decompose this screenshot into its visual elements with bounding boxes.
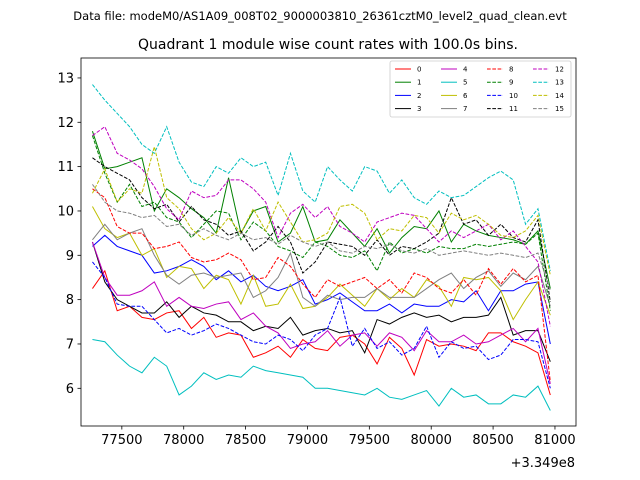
x-tick-label: 78500 bbox=[225, 433, 266, 448]
legend-label-7: 7 bbox=[463, 105, 467, 113]
y-tick-label: 8 bbox=[66, 293, 74, 308]
legend-label-1: 1 bbox=[417, 79, 421, 87]
legend-label-13: 13 bbox=[555, 79, 564, 87]
legend-label-4: 4 bbox=[463, 66, 468, 74]
legend-label-5: 5 bbox=[463, 79, 467, 87]
series-line-15 bbox=[92, 184, 551, 291]
legend-label-12: 12 bbox=[555, 66, 564, 74]
y-tick-label: 9 bbox=[66, 249, 74, 264]
legend-label-15: 15 bbox=[555, 105, 564, 113]
series-line-10 bbox=[92, 261, 551, 389]
x-tick-label: 80000 bbox=[411, 433, 452, 448]
legend-label-0: 0 bbox=[417, 66, 421, 74]
legend-label-14: 14 bbox=[555, 92, 564, 100]
y-tick-label: 7 bbox=[66, 337, 74, 352]
legend-label-8: 8 bbox=[509, 66, 513, 74]
series-line-7 bbox=[92, 223, 551, 307]
series-line-4 bbox=[91, 241, 551, 384]
x-tick-label: 79000 bbox=[287, 433, 328, 448]
legend-label-10: 10 bbox=[509, 92, 518, 100]
chart-title: Quadrant 1 module wise count rates with … bbox=[138, 37, 518, 53]
legend-box bbox=[389, 60, 572, 118]
y-tick-label: 6 bbox=[66, 382, 74, 397]
legend-label-11: 11 bbox=[509, 105, 518, 113]
series-line-1 bbox=[91, 131, 551, 289]
series-line-8 bbox=[92, 188, 551, 382]
legend-label-9: 9 bbox=[509, 79, 513, 87]
series-line-0 bbox=[92, 269, 551, 396]
x-axis-offset-label: +3.349e8 bbox=[511, 456, 575, 471]
chart-suptitle: Data file: modeM0/AS1A09_008T02_90000038… bbox=[73, 9, 567, 23]
y-tick-label: 10 bbox=[57, 204, 74, 219]
axes-frame bbox=[80, 57, 577, 427]
x-tick-label: 77500 bbox=[101, 433, 142, 448]
y-tick-label: 11 bbox=[57, 160, 74, 175]
series-line-14 bbox=[92, 146, 551, 276]
series-line-11 bbox=[92, 157, 551, 302]
series-line-13 bbox=[92, 84, 551, 271]
x-tick-label: 79500 bbox=[349, 433, 390, 448]
series-line-12 bbox=[92, 125, 551, 327]
legend-label-2: 2 bbox=[417, 92, 421, 100]
x-tick-label: 81000 bbox=[534, 433, 575, 448]
legend-label-6: 6 bbox=[463, 92, 468, 100]
x-tick-label: 80500 bbox=[472, 433, 513, 448]
x-tick-label: 78000 bbox=[163, 433, 204, 448]
y-tick-label: 12 bbox=[57, 116, 74, 131]
legend-label-3: 3 bbox=[417, 105, 421, 113]
series-line-5 bbox=[92, 339, 551, 411]
y-tick-label: 13 bbox=[57, 71, 74, 86]
plot-area: 77500 78000 78500 79000 79500 80000 80500 81000… bbox=[57, 57, 577, 448]
